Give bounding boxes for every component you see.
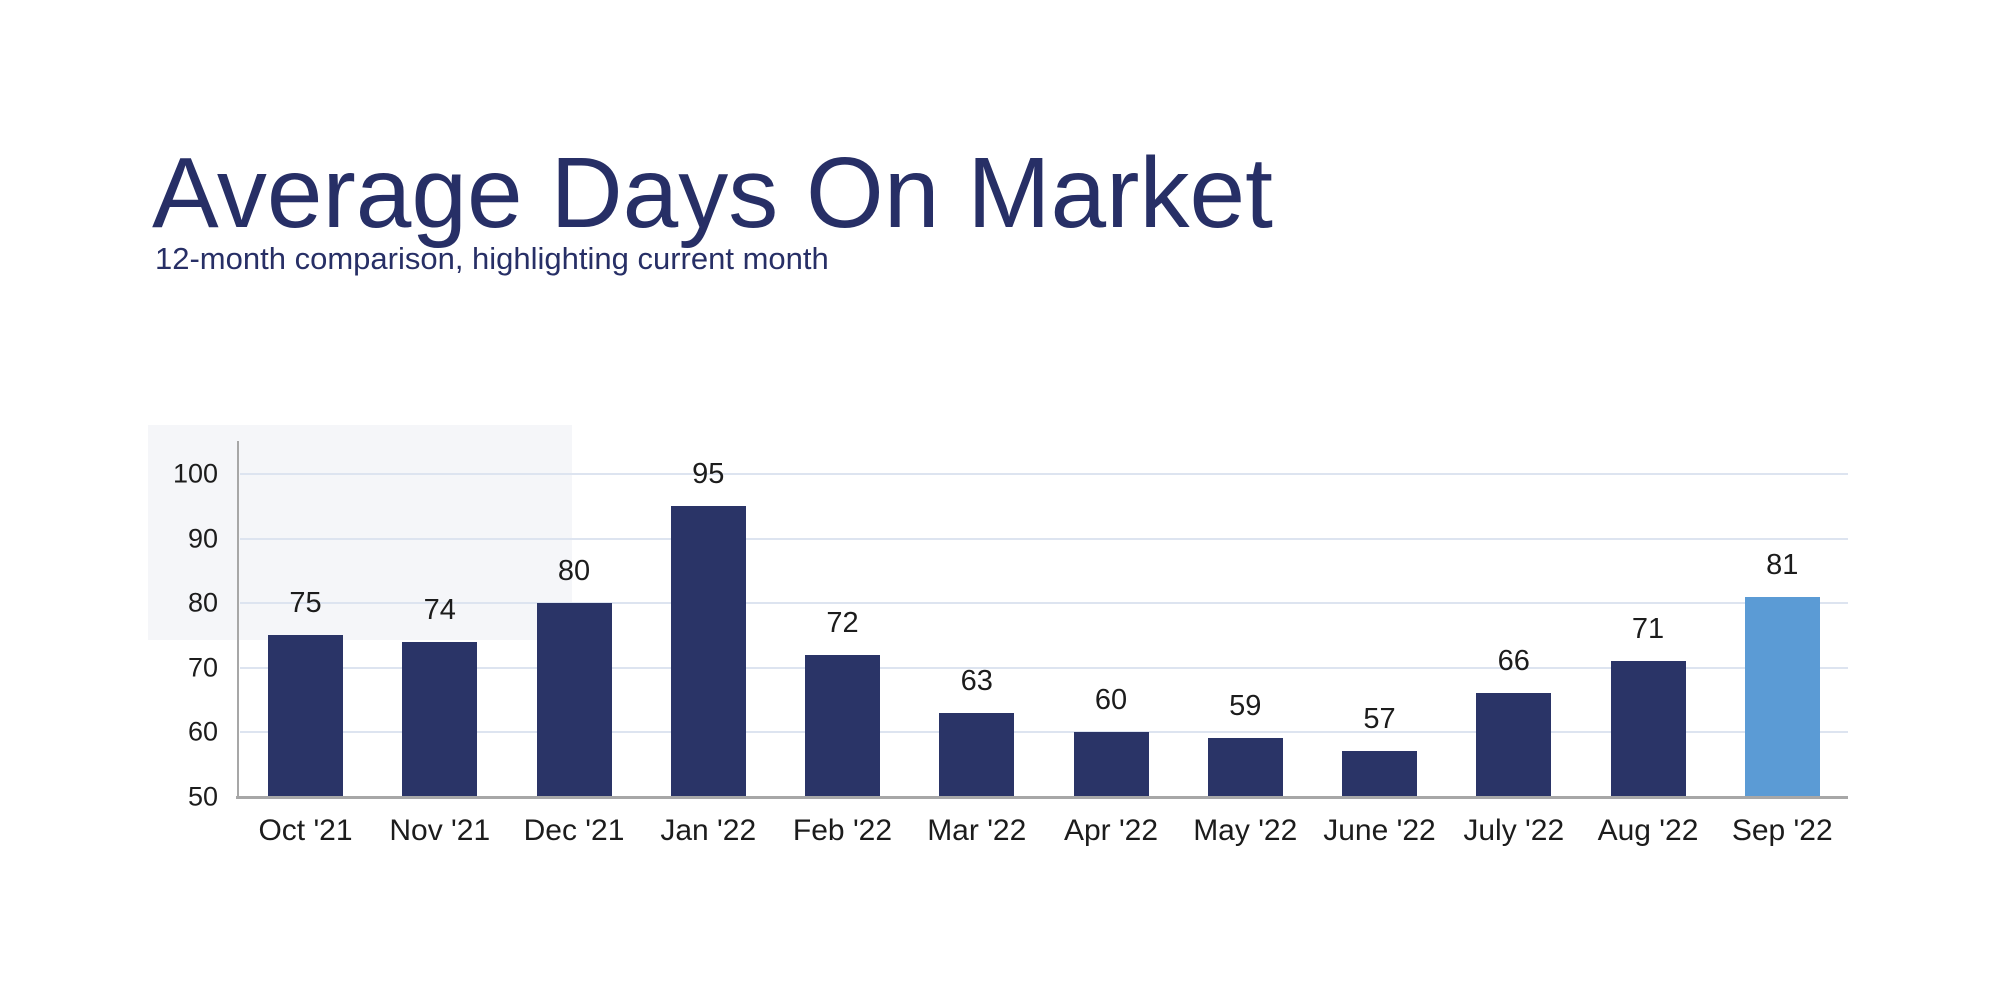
x-axis-label-july-22: July '22: [1463, 814, 1565, 847]
x-axis-label-feb-22: Feb '22: [792, 814, 893, 847]
x-axis-label-nov-21: Nov '21: [389, 814, 491, 847]
bar-value-label: 66: [1497, 645, 1530, 678]
x-axis-label-sep-22: Sep '22: [1731, 814, 1833, 847]
bar-jan-22: [670, 506, 746, 798]
bar-dec-21: [536, 603, 612, 798]
bar-value-label: 81: [1766, 548, 1799, 581]
x-axis-label-mar-22: Mar '22: [927, 814, 1027, 847]
bar-may-22: [1207, 738, 1283, 798]
bar-oct-21: [268, 635, 343, 798]
bar-value-label: 57: [1363, 703, 1396, 736]
page-subtitle: 12-month comparison, highlighting curren…: [155, 241, 829, 276]
bar-aug-22: [1610, 661, 1686, 798]
x-axis-label-apr-22: Apr '22: [1063, 814, 1159, 847]
bar-apr-22: [1073, 732, 1149, 798]
bar-value-label: 59: [1229, 690, 1262, 723]
bar-feb-22: [805, 654, 880, 798]
bar-value-label: 72: [826, 606, 859, 639]
x-axis-label-dec-21: Dec '21: [523, 814, 625, 847]
y-axis-label-70: 70: [187, 652, 218, 682]
gridline-80: [240, 602, 1848, 604]
y-axis-label-90: 90: [187, 523, 218, 553]
x-axis-label-oct-21: Oct '21: [258, 814, 353, 847]
y-axis-label-100: 100: [172, 458, 218, 489]
bar-nov-21: [402, 641, 478, 798]
gridline-90: [240, 537, 1848, 540]
y-axis-label-80: 80: [187, 587, 218, 618]
gridline-70: [240, 666, 1848, 669]
x-axis-line: [236, 795, 1848, 799]
y-axis-label-60: 60: [187, 716, 218, 747]
x-axis-label-may-22: May '22: [1193, 814, 1298, 847]
page-title: Average Days On Market: [152, 137, 1273, 249]
y-axis-line: [237, 441, 239, 799]
gridline-100: [240, 473, 1848, 475]
bar-sep-22: [1744, 596, 1820, 798]
bar-june-22: [1342, 751, 1417, 798]
gridline-60: [240, 731, 1848, 733]
bar-value-label: 63: [960, 664, 993, 697]
x-axis-label-jan-22: Jan '22: [660, 814, 757, 847]
y-axis-label-50: 50: [187, 781, 218, 811]
bar-value-label: 60: [1094, 684, 1128, 716]
bar-value-label: 95: [692, 458, 725, 491]
bar-value-label: 74: [423, 593, 456, 626]
bar-value-label: 80: [557, 555, 591, 587]
bar-value-label: 71: [1631, 613, 1665, 646]
x-axis-label-june-22: June '22: [1323, 814, 1436, 847]
bar-value-label: 75: [289, 587, 322, 620]
bar-mar-22: [939, 712, 1015, 798]
plot-background-shade: [148, 425, 572, 640]
bar-july-22: [1476, 693, 1552, 798]
x-axis-label-aug-22: Aug '22: [1597, 814, 1699, 847]
